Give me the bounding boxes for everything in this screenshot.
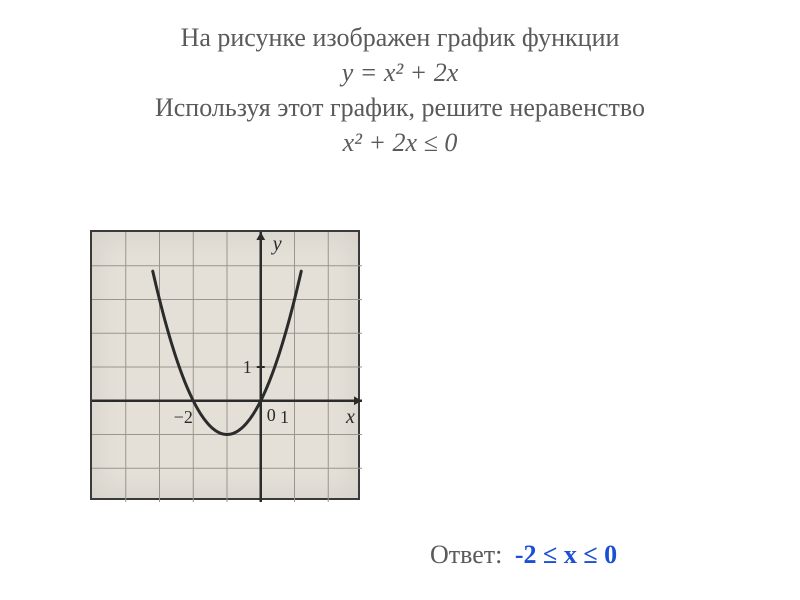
svg-text:1: 1	[243, 357, 252, 377]
answer-label: Ответ:	[430, 540, 502, 569]
header-line-1: На рисунке изображен график функции	[0, 20, 800, 55]
parabola-graph: yx−2110	[92, 232, 362, 502]
svg-text:−2: −2	[174, 407, 193, 427]
svg-text:x: x	[345, 406, 355, 428]
svg-text:1: 1	[280, 407, 289, 427]
answer-block: Ответ: -2 ≤ x ≤ 0	[430, 540, 617, 570]
problem-statement: На рисунке изображен график функции y = …	[0, 0, 800, 160]
svg-text:y: y	[271, 233, 282, 255]
svg-text:0: 0	[267, 405, 276, 425]
function-equation: y = x² + 2x	[0, 55, 800, 90]
answer-value: -2 ≤ x ≤ 0	[515, 540, 617, 569]
graph-panel: yx−2110	[90, 230, 360, 500]
header-line-3: Используя этот график, решите неравенств…	[0, 90, 800, 125]
inequality-equation: x² + 2x ≤ 0	[0, 125, 800, 160]
